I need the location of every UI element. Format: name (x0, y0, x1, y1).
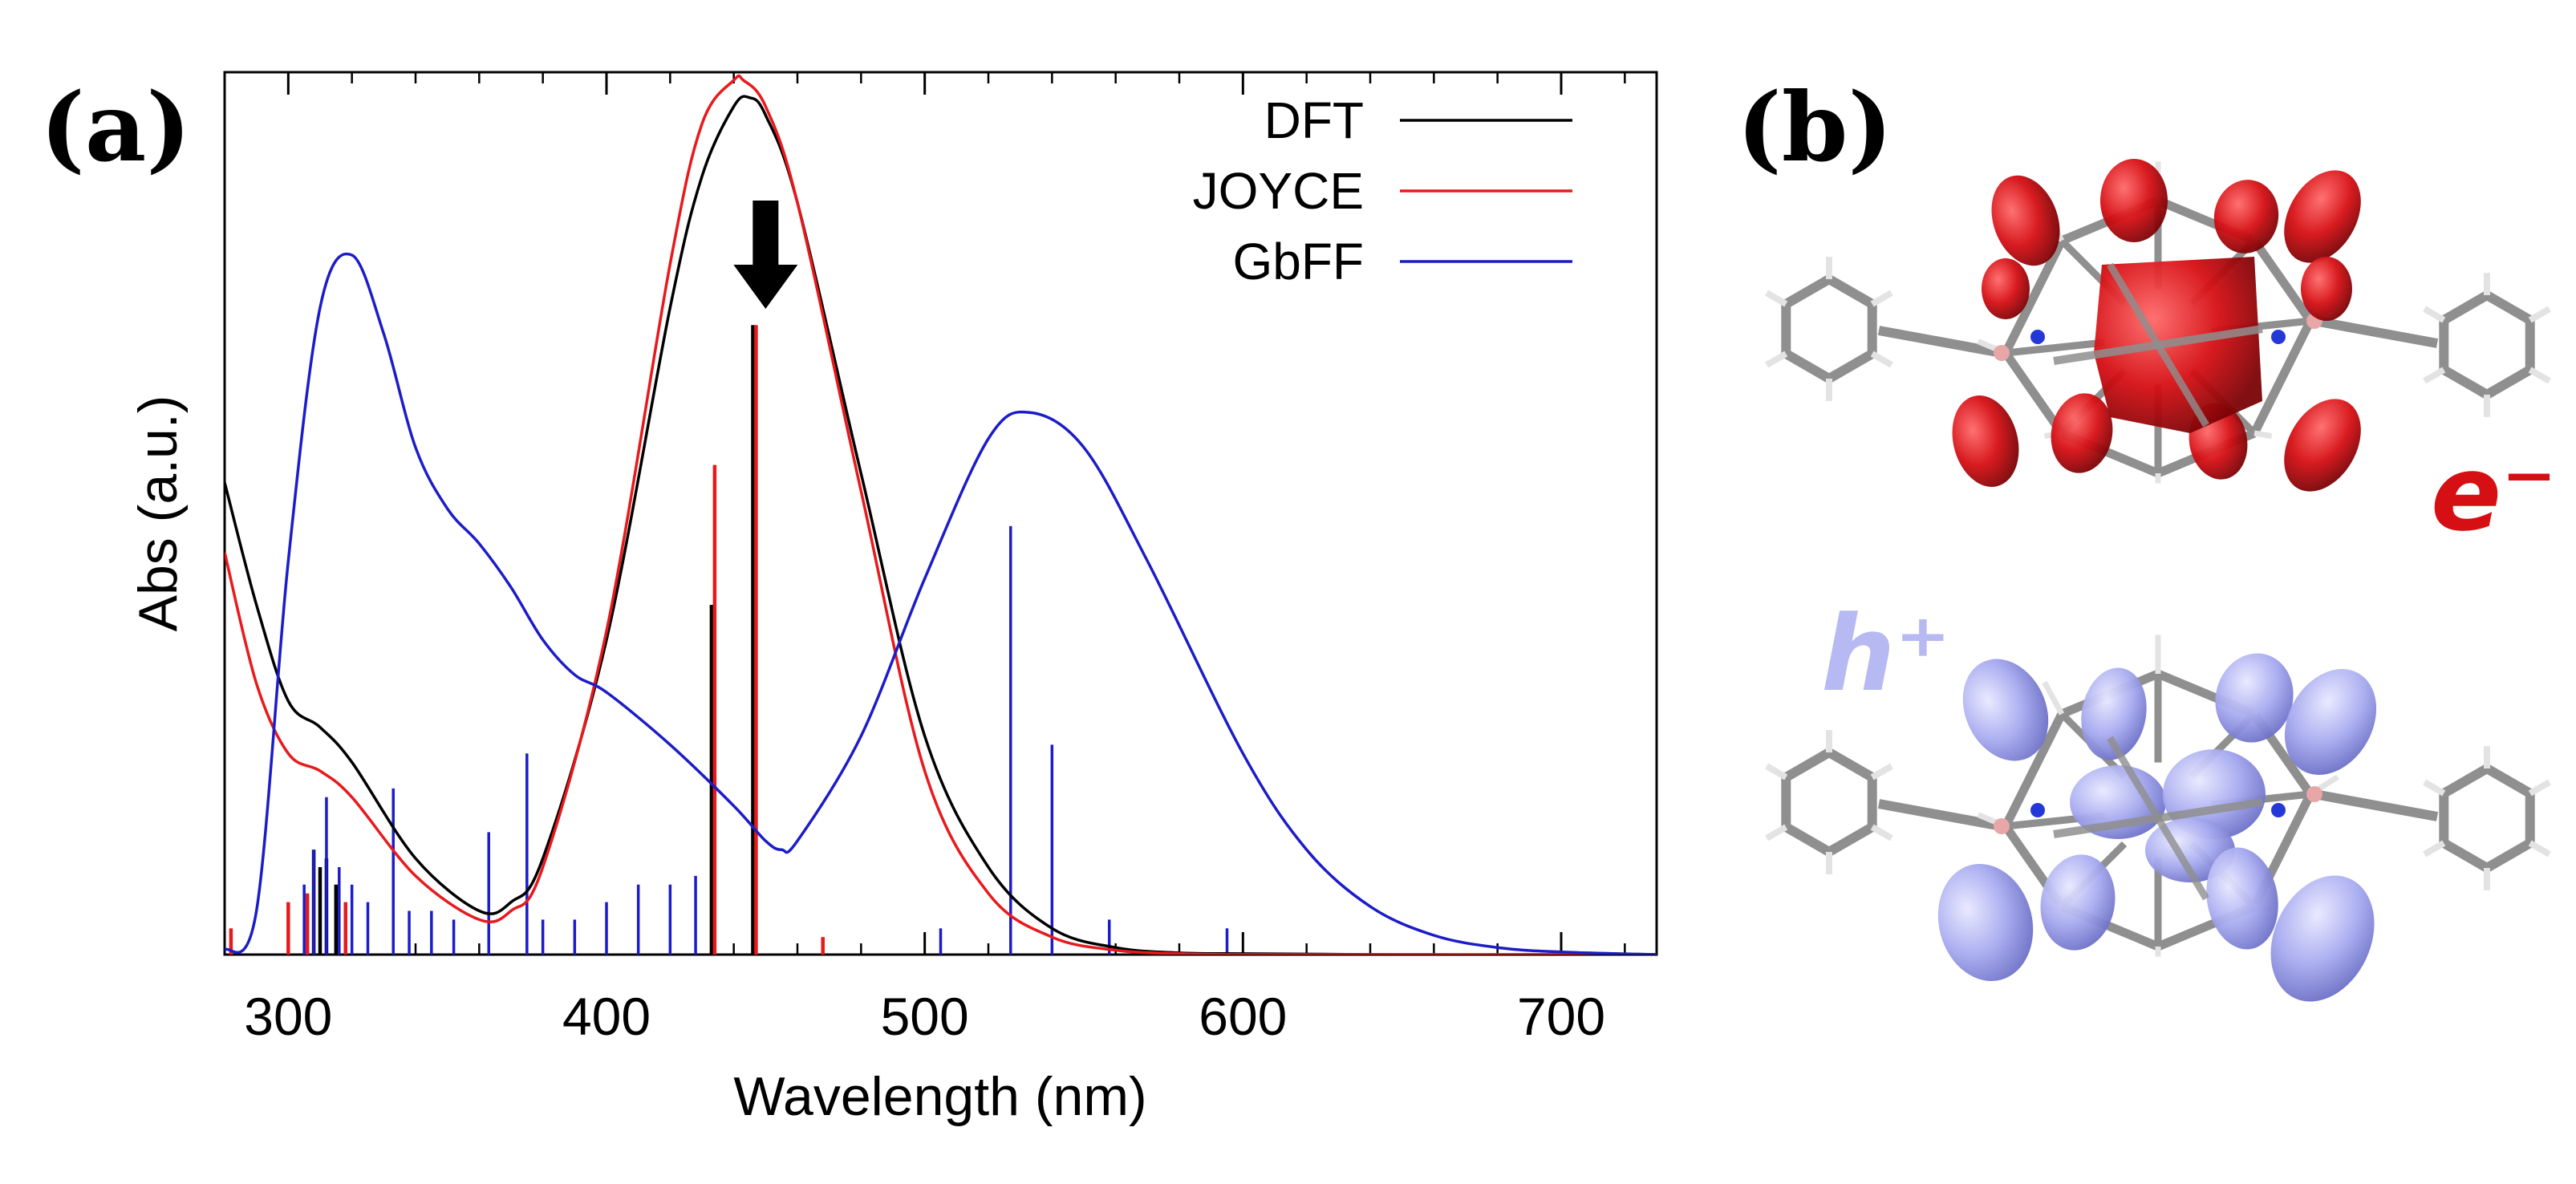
phenyl-ring (1781, 274, 1877, 383)
density-lobe (2213, 180, 2279, 253)
legend: DFT JOYCE GbFF (1193, 91, 1572, 290)
bond (2107, 262, 2209, 428)
cage-bond (2250, 237, 2314, 324)
nitrogen-atom (2271, 803, 2286, 817)
density-lobe (2284, 399, 2361, 492)
series-line-dft (225, 95, 1657, 955)
density-lobe (1937, 863, 2034, 982)
density-lobe (2100, 159, 2168, 242)
c-h-bond (2423, 840, 2446, 858)
x-tick-label: 600 (1199, 987, 1287, 1046)
density-lobe (2040, 854, 2116, 951)
series-line-gbff (225, 252, 1657, 955)
boron-atom (1994, 345, 2010, 361)
broadened-spectra (225, 74, 1657, 955)
density-lobe (1952, 395, 2019, 487)
density-lobe (2301, 257, 2352, 321)
down-arrow-icon (733, 201, 798, 309)
arrow-shaft (753, 201, 779, 265)
y-axis-title: Abs (a.u.) (128, 395, 189, 632)
c-h-bond (2528, 367, 2551, 384)
c-h-bond (2253, 430, 2273, 440)
bond (1877, 799, 2003, 831)
legend-label-joyce: JOYCE (1193, 162, 1364, 220)
plot-frame (223, 71, 1658, 956)
c-h-bond (2528, 840, 2551, 858)
c-h-bond (2423, 779, 2446, 797)
c-h-bond (1870, 763, 1893, 781)
cage-bond (2005, 339, 2105, 357)
electron-label: e⁻ (2431, 432, 2557, 554)
c-h-bond (2423, 306, 2446, 323)
cage-bond (2002, 712, 2066, 829)
legend-label-dft: DFT (1264, 91, 1364, 149)
c-h-bond (1765, 763, 1788, 781)
density-lobe (1991, 175, 2060, 266)
hole-density-molecule (1765, 635, 2551, 1002)
phenyl-ring (1781, 748, 1877, 857)
density-lobe (2206, 847, 2278, 950)
panel-label-b: (b) (1737, 71, 1892, 183)
phenyl-ring (2439, 764, 2535, 873)
cage-bond (2250, 318, 2314, 436)
c-h-bond (2528, 306, 2551, 323)
stick-spectra (229, 325, 1229, 955)
c-h-bond (1870, 290, 1893, 307)
c-h-bond (1765, 351, 1788, 368)
x-tick-label: 300 (244, 987, 332, 1046)
density-lobe (2215, 653, 2294, 743)
cage-bond (2002, 238, 2066, 355)
density-lobe (2051, 393, 2113, 473)
nitrogen-atom (2030, 330, 2045, 344)
c-h-bond (1765, 290, 1788, 307)
density-lobe (2081, 667, 2147, 760)
x-axis-ticks (286, 72, 1626, 955)
density-lobe (2284, 170, 2361, 263)
density-lobe (2270, 875, 2375, 1002)
c-h-bond (2423, 367, 2446, 384)
boron-atom (2306, 786, 2322, 802)
electron-density-molecule (1765, 159, 2551, 492)
phenyl-ring (2439, 290, 2535, 399)
x-tick-label: 400 (562, 987, 651, 1046)
hole-label: h⁺ (1821, 593, 1950, 715)
density-lobe (1982, 258, 2030, 319)
c-h-bond (1870, 824, 1893, 841)
density-lobe (1962, 659, 2049, 761)
density-lobe (2284, 669, 2377, 775)
arrow-head (733, 265, 798, 309)
x-axis-title: Wavelength (nm) (733, 1066, 1146, 1127)
x-tick-label: 700 (1517, 987, 1605, 1046)
series-line-joyce (225, 74, 1657, 955)
c-h-bond (1870, 351, 1893, 368)
panel-label-a: (a) (40, 71, 191, 183)
bond (2313, 789, 2439, 821)
c-h-bond (1765, 824, 1788, 841)
legend-label-gbff: GbFF (1232, 233, 1364, 290)
c-h-bond (2042, 680, 2065, 716)
x-tick-label: 500 (881, 987, 969, 1046)
cage-bond (2002, 350, 2066, 436)
c-h-bond (2528, 779, 2551, 797)
nitrogen-atom (2271, 330, 2286, 344)
spectrum-chart: 300 400 500 600 700 Wavelength (nm) Abs (a.u… (128, 71, 1658, 1127)
nitrogen-atom (2030, 803, 2045, 817)
bond (2107, 736, 2209, 901)
x-axis-tick-labels: 300 400 500 600 700 (244, 987, 1605, 1046)
boron-atom (1994, 818, 2010, 834)
bond (1877, 326, 2003, 358)
bond (2313, 316, 2439, 348)
